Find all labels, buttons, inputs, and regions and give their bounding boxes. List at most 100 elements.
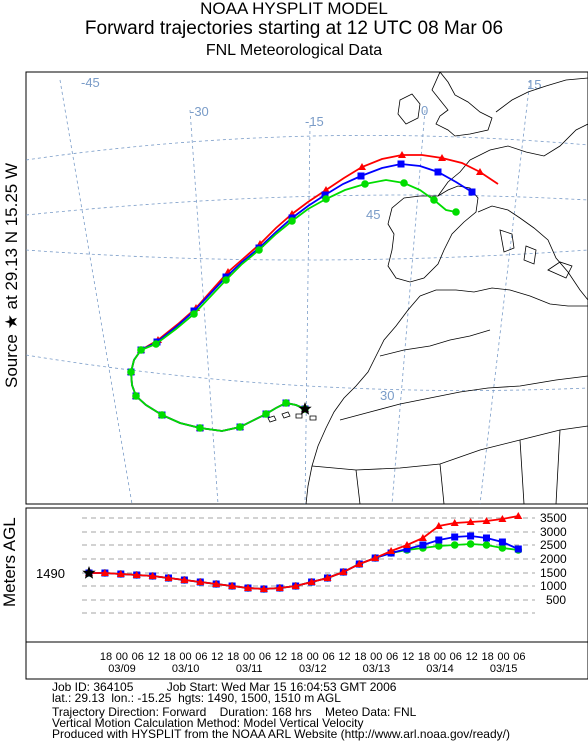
footer-credit-line: Produced with HYSPLIT from the NOAA ARL …: [52, 727, 510, 741]
coastline-europe: [437, 77, 588, 197]
time-hour-label: 06: [132, 651, 144, 663]
time-date-label: 03/13: [363, 663, 391, 675]
red-height-marker: [244, 584, 252, 591]
time-axis: 18 00 06 12 18 00 06 12 18 00 06 12 18 00 06 12 18 00 06 12…: [100, 651, 526, 675]
blue-height-marker: [483, 534, 490, 542]
time-hour-label: 18: [163, 651, 175, 663]
red-height-marker: [323, 574, 332, 581]
red-height-line: [89, 515, 519, 590]
trajectory-title: Forward trajectories starting at 12 UTC …: [84, 18, 504, 39]
height-tick-labels: 3500 3000 2500 2000 1500 1000 500: [540, 511, 567, 607]
red-trajectory-marker: [358, 163, 366, 170]
time-hour-label: 18: [291, 651, 303, 663]
red-height-marker: [228, 582, 237, 589]
time-hour-label: 00: [434, 651, 446, 663]
green-trajectory-marker: [127, 368, 135, 376]
red-height-marker: [164, 574, 173, 581]
red-height-marker: [275, 584, 284, 591]
red-height-marker: [196, 578, 205, 585]
time-date-label: 03/12: [299, 663, 327, 675]
coastline-north-africa: [305, 287, 588, 504]
red-height-marker: [291, 582, 300, 589]
model-title: NOAA HYSPLIT MODEL: [200, 0, 388, 18]
time-hour-label: 12: [402, 651, 414, 663]
footer-method-line: Vertical Motion Calculation Method: Mode…: [52, 716, 364, 730]
blue-height-marker: [467, 532, 475, 540]
time-hour-label: 12: [211, 651, 223, 663]
time-hour-label: 18: [481, 651, 493, 663]
footer-job-line: Job ID: 364105 Job Start: Wed Mar 15 16:…: [52, 680, 397, 694]
green-trajectory-marker: [452, 208, 460, 216]
coastline-atlas: [339, 329, 588, 421]
red-height-marker: [450, 519, 459, 526]
green-height-marker: [435, 542, 443, 550]
green-trajectory-marker: [222, 276, 230, 284]
red-trajectory-marker: [476, 168, 484, 175]
meteo-data-title: FNL Meteorological Data: [205, 42, 383, 59]
time-hour-label: 12: [275, 651, 287, 663]
green-trajectory-marker: [137, 346, 145, 354]
blue-trajectory-marker: [397, 160, 405, 168]
blue-height-marker: [419, 541, 427, 549]
green-trajectory-marker: [132, 392, 140, 400]
red-trajectory-marker: [438, 154, 446, 161]
blue-trajectory-marker: [321, 191, 329, 199]
green-trajectory-marker: [288, 217, 296, 225]
time-hour-label: 00: [179, 651, 191, 663]
coastline-mediterranean: [477, 205, 588, 301]
height-tick-label: 1500: [540, 566, 567, 580]
time-hour-label: 06: [195, 651, 207, 663]
canary-islands: [267, 411, 317, 423]
red-height-marker: [339, 568, 348, 575]
red-height-marker: [498, 515, 507, 522]
footer-direction-line: Trajectory Direction: Forward Duration: …: [52, 705, 417, 719]
red-height-marker: [259, 585, 268, 592]
blue-height-marker: [514, 545, 522, 553]
coastline-british-isles: [431, 72, 493, 137]
red-height-marker: [418, 534, 427, 541]
graticule-labels: -45 -30 -15 0 15 45 30: [81, 75, 541, 403]
graticule: [26, 79, 588, 504]
time-hour-label: 12: [466, 651, 478, 663]
border-lines: [311, 425, 588, 504]
green-height-marker: [450, 541, 459, 549]
latitude-label: 30: [380, 388, 394, 403]
green-trajectory-marker: [400, 179, 408, 187]
red-height-marker: [466, 518, 475, 525]
blue-height-marker: [451, 533, 459, 541]
green-height-marker: [498, 544, 507, 552]
time-hour-label: 06: [322, 651, 334, 663]
red-height-marker: [355, 560, 364, 567]
longitude-label: -45: [81, 75, 100, 90]
red-height-marker: [307, 578, 316, 585]
time-hour-label: 00: [307, 651, 319, 663]
green-trajectory-marker: [236, 423, 244, 431]
time-hour-label: 00: [116, 651, 128, 663]
red-height-marker: [132, 571, 141, 578]
blue-trajectory-marker: [357, 172, 365, 180]
red-height-marker: [100, 569, 109, 576]
green-trajectory-marker: [255, 246, 263, 254]
blue-trajectory-marker: [468, 188, 476, 196]
time-hour-label: 18: [354, 651, 366, 663]
time-date-label: 03/14: [426, 663, 454, 675]
height-axis-label: Meters AGL: [0, 517, 19, 607]
red-height-marker: [387, 547, 396, 554]
coastline-ireland: [397, 93, 421, 125]
time-hour-label: 00: [243, 651, 255, 663]
time-date-label: 03/15: [490, 663, 518, 675]
green-trajectory-marker: [196, 424, 204, 432]
time-hour-label: 06: [513, 651, 525, 663]
longitude-label: -15: [305, 114, 324, 129]
green-trajectory-marker: [190, 310, 198, 318]
green-trajectory-marker: [158, 411, 166, 419]
height-tick-label: 3000: [540, 525, 567, 539]
parallel-line: [26, 194, 588, 216]
green-trajectory-marker: [262, 410, 270, 418]
green-height-marker: [466, 540, 475, 548]
longitude-label: -30: [190, 104, 209, 119]
time-date-label: 03/10: [172, 663, 200, 675]
time-hour-label: 06: [386, 651, 398, 663]
height-tick-label: 2000: [540, 552, 567, 566]
